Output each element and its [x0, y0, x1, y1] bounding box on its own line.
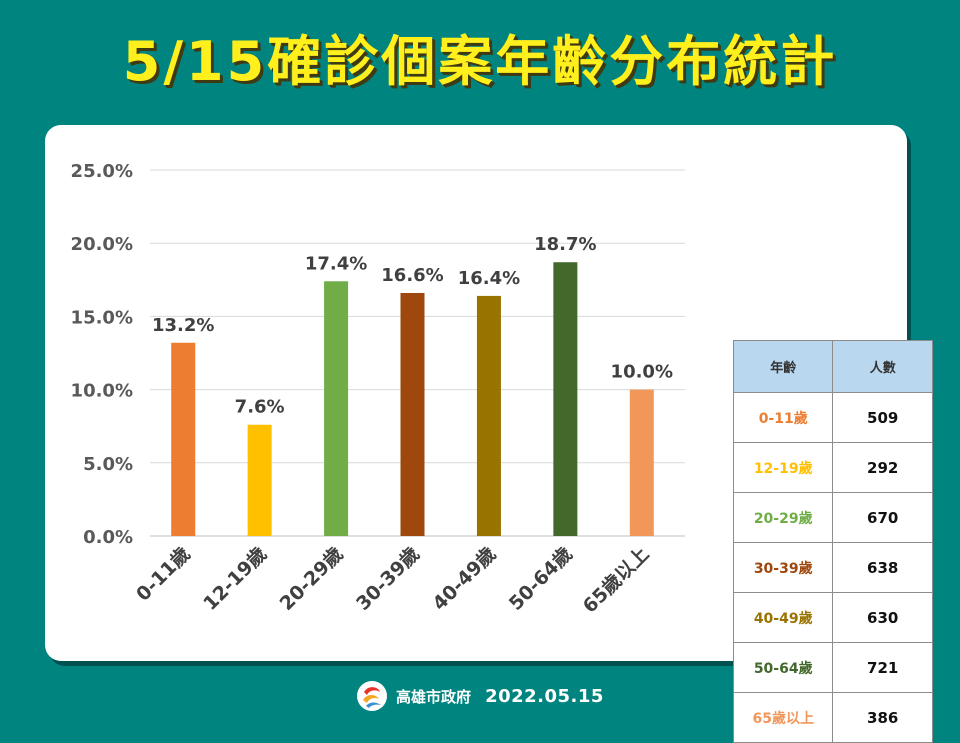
data-label: 7.6%: [235, 397, 285, 418]
table-row: 30-39歲 638: [732, 542, 933, 593]
chart-panel: 13.2% 7.6% 17.4% 16.6% 16.4% 18.7% 10.0% 0.0% 5…: [45, 125, 933, 743]
footer: 高雄市政府 2022.05.15: [0, 676, 960, 716]
x-tick-label: 12-19歲: [199, 542, 272, 615]
data-label: 13.2%: [152, 315, 214, 336]
header-count: 人數: [832, 340, 933, 393]
data-label: 16.4%: [458, 268, 520, 289]
table-cell-age: 50-64歲: [732, 642, 834, 693]
data-labels: 13.2% 7.6% 17.4% 16.6% 16.4% 18.7% 10.0%: [152, 234, 673, 418]
table-row: 0-11歲 509: [732, 392, 933, 443]
table-row: 40-49歲 630: [732, 592, 933, 643]
table-cell-age: 12-19歲: [732, 442, 834, 493]
x-tick-label: 40-49歲: [428, 542, 501, 615]
table-cell-count: 630: [832, 592, 933, 643]
bar-chart: 13.2% 7.6% 17.4% 16.6% 16.4% 18.7% 10.0% 0.0% 5…: [71, 161, 685, 618]
table-cell-count: 638: [832, 542, 933, 593]
data-label: 16.6%: [381, 265, 443, 286]
y-tick-label: 0.0%: [83, 527, 133, 548]
table-cell-count: 509: [832, 392, 933, 443]
table-cell-count: 670: [832, 492, 933, 543]
x-tick-label: 0-11歲: [131, 542, 194, 605]
table-row: 12-19歲 292: [732, 442, 933, 493]
x-tick-label: 50-64歲: [504, 542, 577, 615]
data-label: 10.0%: [611, 362, 673, 383]
y-tick-label: 25.0%: [71, 161, 133, 182]
bar: [629, 389, 654, 536]
y-tick-label: 5.0%: [83, 454, 133, 475]
x-tick-label: 20-29歲: [275, 542, 348, 615]
table-cell-count: 292: [832, 442, 933, 493]
x-tick-labels: 0-11歲 12-19歲 20-29歲 30-39歲 40-49歲 50-64歲 65歲以上: [131, 542, 653, 617]
y-tick-label: 10.0%: [71, 381, 133, 402]
bar: [324, 281, 349, 536]
header-age: 年齡: [732, 340, 834, 393]
footer-date: 2022.05.15: [485, 685, 604, 707]
bar: [400, 292, 425, 536]
table-cell-count: 721: [832, 642, 933, 693]
table-cell-age: 0-11歲: [732, 392, 834, 443]
y-tick-label: 15.0%: [71, 307, 133, 328]
table-cell-age: 30-39歲: [732, 542, 834, 593]
table-cell-age: 20-29歲: [732, 492, 834, 543]
x-tick-label: 65歲以上: [578, 542, 653, 617]
table-header-row: 年齡 人數: [732, 340, 933, 393]
data-label: 17.4%: [305, 253, 367, 274]
y-tick-label: 20.0%: [71, 234, 133, 255]
bars: [171, 262, 654, 536]
bar: [247, 424, 272, 536]
bar: [171, 342, 196, 536]
bar: [476, 295, 501, 536]
footer-organization: 高雄市政府: [396, 687, 472, 706]
data-label: 18.7%: [534, 234, 596, 255]
table-row: 50-64歲 721: [732, 642, 933, 693]
kaohsiung-logo-icon: [357, 681, 388, 711]
table-cell-age: 40-49歲: [732, 592, 834, 643]
x-tick-label: 30-39歲: [351, 542, 424, 615]
y-tick-labels: 0.0% 5.0% 10.0% 15.0% 20.0% 25.0%: [71, 161, 133, 548]
bar: [553, 262, 578, 536]
page-title: 5/15確診個案年齡分布統計: [122, 30, 838, 93]
table-row: 20-29歲 670: [732, 492, 933, 543]
